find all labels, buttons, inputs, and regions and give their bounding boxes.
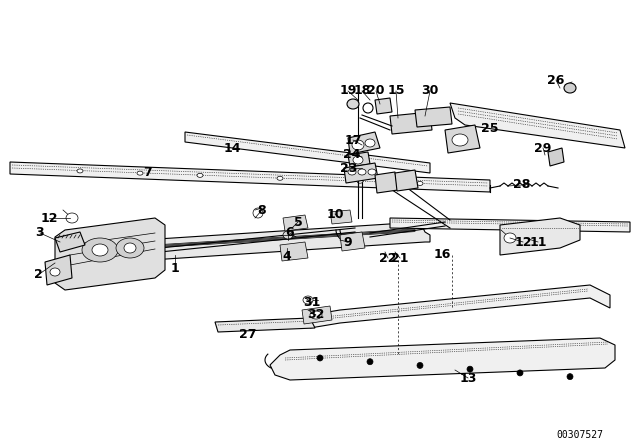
Text: 14: 14	[223, 142, 241, 155]
Text: 3: 3	[36, 227, 44, 240]
Text: 25: 25	[481, 121, 499, 134]
Ellipse shape	[368, 169, 376, 175]
Ellipse shape	[347, 99, 359, 109]
Polygon shape	[500, 218, 580, 255]
Polygon shape	[415, 107, 452, 127]
Ellipse shape	[253, 208, 263, 218]
Text: 9: 9	[344, 236, 352, 249]
Text: 13: 13	[460, 371, 477, 384]
Polygon shape	[270, 338, 615, 380]
Text: 17: 17	[344, 134, 362, 146]
Ellipse shape	[417, 362, 423, 368]
Ellipse shape	[137, 171, 143, 175]
Text: 7: 7	[143, 167, 152, 180]
Polygon shape	[390, 218, 630, 232]
Polygon shape	[395, 170, 418, 191]
Text: 12: 12	[40, 211, 58, 224]
Text: 6: 6	[285, 227, 294, 240]
Ellipse shape	[124, 243, 136, 253]
Ellipse shape	[365, 139, 375, 147]
Ellipse shape	[363, 103, 373, 113]
Text: 8: 8	[258, 203, 266, 216]
Ellipse shape	[348, 169, 356, 175]
Ellipse shape	[66, 213, 78, 223]
Ellipse shape	[353, 156, 363, 164]
Polygon shape	[65, 222, 430, 265]
Polygon shape	[55, 232, 85, 252]
Polygon shape	[310, 285, 610, 328]
Ellipse shape	[452, 134, 468, 146]
Ellipse shape	[92, 244, 108, 256]
Polygon shape	[283, 215, 308, 231]
Ellipse shape	[357, 179, 363, 183]
Ellipse shape	[367, 359, 373, 365]
Text: 32: 32	[307, 309, 324, 322]
Polygon shape	[55, 218, 165, 290]
Polygon shape	[348, 132, 380, 154]
Polygon shape	[450, 103, 625, 148]
Ellipse shape	[277, 176, 283, 180]
Text: 4: 4	[283, 250, 291, 263]
Polygon shape	[340, 232, 365, 251]
Ellipse shape	[283, 231, 293, 239]
Polygon shape	[375, 98, 392, 114]
Text: 21: 21	[391, 251, 409, 264]
Polygon shape	[280, 242, 308, 261]
Polygon shape	[348, 152, 370, 167]
Polygon shape	[302, 306, 332, 324]
Polygon shape	[390, 112, 432, 134]
Polygon shape	[45, 255, 72, 285]
Polygon shape	[330, 210, 352, 224]
Polygon shape	[445, 125, 480, 153]
Text: 18: 18	[353, 85, 371, 98]
Ellipse shape	[504, 233, 516, 243]
Ellipse shape	[417, 181, 423, 185]
Text: 16: 16	[433, 249, 451, 262]
Text: 27: 27	[239, 328, 257, 341]
Text: 26: 26	[547, 73, 564, 86]
Polygon shape	[215, 318, 315, 332]
Ellipse shape	[50, 268, 60, 276]
Text: 10: 10	[326, 207, 344, 220]
Polygon shape	[10, 162, 490, 192]
Ellipse shape	[567, 374, 573, 379]
Ellipse shape	[517, 370, 523, 376]
Polygon shape	[344, 163, 378, 183]
Text: 22: 22	[380, 251, 397, 264]
Ellipse shape	[352, 140, 364, 150]
Ellipse shape	[317, 355, 323, 361]
Text: 19: 19	[339, 85, 356, 98]
Ellipse shape	[116, 238, 144, 258]
Ellipse shape	[82, 238, 118, 262]
Text: 20: 20	[367, 85, 385, 98]
Text: 11: 11	[529, 236, 547, 249]
Text: 23: 23	[340, 161, 358, 175]
Polygon shape	[375, 172, 398, 193]
Ellipse shape	[358, 169, 366, 175]
Text: 30: 30	[421, 85, 438, 98]
Ellipse shape	[303, 296, 313, 304]
Ellipse shape	[197, 173, 203, 177]
Polygon shape	[548, 148, 564, 166]
Text: 2: 2	[34, 268, 42, 281]
Text: 28: 28	[513, 178, 531, 191]
Text: 00307527: 00307527	[557, 430, 604, 440]
Text: 5: 5	[294, 215, 302, 228]
Ellipse shape	[77, 169, 83, 173]
Ellipse shape	[467, 366, 473, 372]
Text: 31: 31	[303, 296, 321, 309]
Ellipse shape	[310, 311, 322, 319]
Text: 1: 1	[171, 262, 179, 275]
Text: 29: 29	[534, 142, 552, 155]
Ellipse shape	[564, 83, 576, 93]
Text: 12: 12	[515, 236, 532, 249]
Polygon shape	[185, 132, 430, 173]
Text: 15: 15	[387, 85, 404, 98]
Text: 24: 24	[343, 148, 361, 161]
